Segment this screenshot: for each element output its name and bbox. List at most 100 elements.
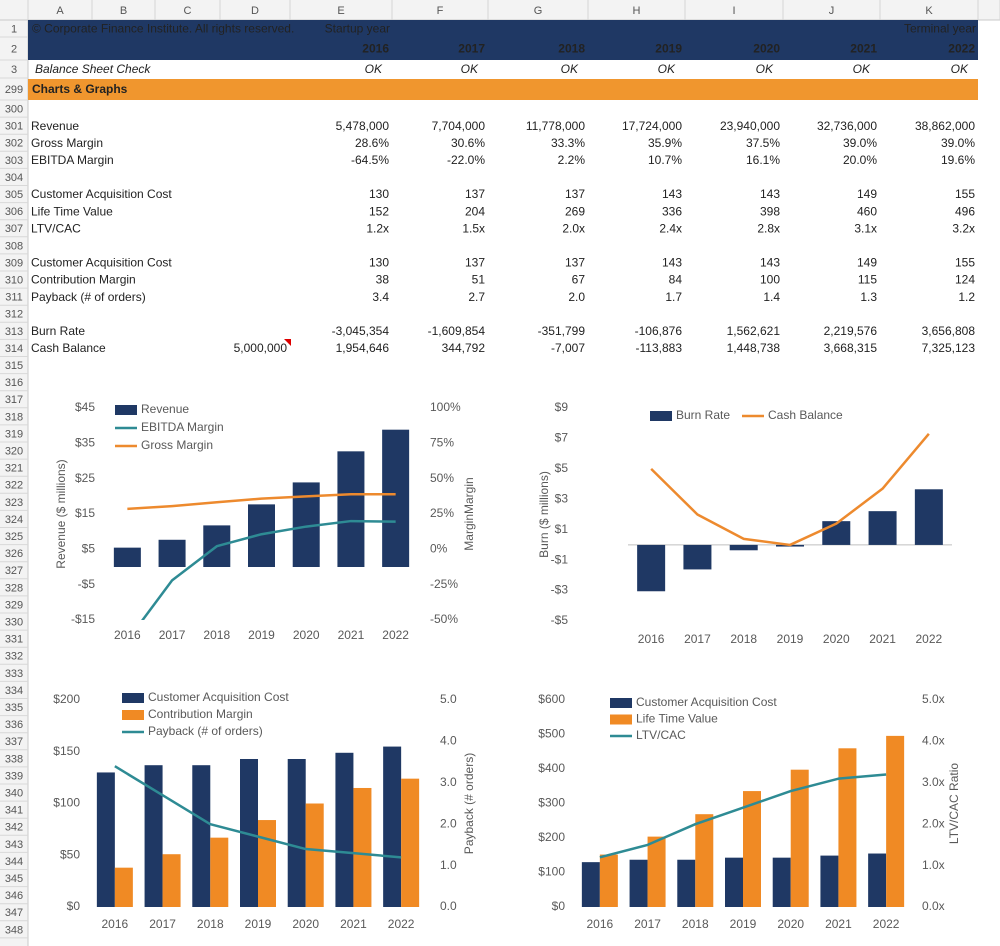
y2-tick-label: 0.0 xyxy=(440,899,457,913)
y-tick-label: $50 xyxy=(60,847,80,861)
x-tick-label: 2022 xyxy=(916,632,943,646)
metric-value: 28.6% xyxy=(355,136,389,150)
bar xyxy=(383,746,402,907)
legend-label: LTV/CAC xyxy=(636,728,686,742)
metric-value: 155 xyxy=(955,256,975,270)
bar xyxy=(599,854,618,907)
row-number: 343 xyxy=(5,839,23,851)
section-band xyxy=(28,79,978,100)
row-number: 310 xyxy=(5,274,23,286)
row-number: 309 xyxy=(5,257,23,269)
metric-value: 137 xyxy=(465,187,485,201)
metric-value: 10.7% xyxy=(648,153,682,167)
legend-label: Revenue xyxy=(141,402,189,416)
y-tick-label: $25 xyxy=(75,471,95,485)
copyright: © Corporate Finance Institute. All right… xyxy=(32,22,294,36)
line xyxy=(141,519,396,620)
check-label: Balance Sheet Check xyxy=(35,62,151,76)
row-number: 314 xyxy=(5,343,23,355)
y2-axis-title: LTV/CAC Ratio xyxy=(947,763,961,844)
metric-value: -106,876 xyxy=(635,324,683,338)
y2-tick-label: 4.0x xyxy=(922,734,945,748)
column-header: K xyxy=(925,5,933,17)
metric-label: Gross Margin xyxy=(31,136,103,150)
bar xyxy=(96,772,115,907)
metric-value: 2,219,576 xyxy=(824,324,878,338)
metric-value: 1.2 xyxy=(958,290,975,304)
y-tick-label: -$5 xyxy=(78,577,96,591)
bar xyxy=(683,544,712,570)
title-band xyxy=(28,20,978,60)
metric-value: 2.8x xyxy=(757,221,780,235)
bar xyxy=(729,544,758,551)
bar xyxy=(192,765,211,907)
legend-swatch xyxy=(115,405,137,415)
bar xyxy=(158,539,186,567)
row-number: 325 xyxy=(5,531,23,543)
metric-value: 1,448,738 xyxy=(727,341,781,355)
y-tick-label: $1 xyxy=(555,522,569,536)
metric-label: Customer Acquisition Cost xyxy=(31,187,172,201)
row-number: 329 xyxy=(5,599,23,611)
row-header-bar xyxy=(0,0,28,946)
metric-value: 51 xyxy=(472,273,486,287)
legend-swatch xyxy=(650,411,672,421)
x-tick-label: 2021 xyxy=(869,632,896,646)
metric-value: 33.3% xyxy=(551,136,585,150)
y-tick-label: $300 xyxy=(538,796,565,810)
metric-value: 3.2x xyxy=(952,221,975,235)
metric-value: 496 xyxy=(955,204,975,218)
x-tick-label: 2022 xyxy=(382,628,409,642)
x-tick-label: 2019 xyxy=(777,632,804,646)
x-tick-label: 2016 xyxy=(102,917,129,931)
metric-label: Customer Acquisition Cost xyxy=(31,256,172,270)
metric-label: Burn Rate xyxy=(31,324,85,338)
metric-value: 67 xyxy=(572,273,586,287)
metric-value: 39.0% xyxy=(843,136,877,150)
row-number: 299 xyxy=(5,84,23,96)
metric-value: 204 xyxy=(465,204,485,218)
y2-tick-label: -50% xyxy=(430,612,458,626)
y2-tick-label: 5.0 xyxy=(440,692,457,706)
metric-value: 155 xyxy=(955,187,975,201)
y-tick-label: $5 xyxy=(82,542,96,556)
metric-value: 38 xyxy=(376,273,390,287)
metric-value: 143 xyxy=(760,256,780,270)
x-tick-label: 2017 xyxy=(634,917,661,931)
bar xyxy=(637,544,666,592)
x-tick-label: 2018 xyxy=(197,917,224,931)
row-number: 313 xyxy=(5,326,23,338)
row-number: 316 xyxy=(5,377,23,389)
year-header: 2019 xyxy=(655,42,682,56)
y2-tick-label: 25% xyxy=(430,506,454,520)
bar xyxy=(743,791,761,907)
metric-value: 1.2x xyxy=(366,221,389,235)
metric-value: 11,778,000 xyxy=(526,119,585,133)
column-header: C xyxy=(184,5,192,17)
year-header: 2021 xyxy=(850,42,877,56)
year-header: 2018 xyxy=(558,42,585,56)
metric-value: 32,736,000 xyxy=(817,119,877,133)
year-header: 2017 xyxy=(458,42,485,56)
x-tick-label: 2018 xyxy=(682,917,709,931)
y2-tick-label: 3.0x xyxy=(922,775,945,789)
y2-tick-label: 3.0 xyxy=(440,775,457,789)
metric-value: 137 xyxy=(465,256,485,270)
metric-value: 124 xyxy=(955,273,975,287)
bar xyxy=(868,511,897,545)
y2-tick-label: 5.0x xyxy=(922,692,945,706)
column-header: E xyxy=(337,5,344,17)
legend-label: Customer Acquisition Cost xyxy=(636,695,777,709)
row-number: 308 xyxy=(5,240,23,252)
row-number: 333 xyxy=(5,668,23,680)
column-header: A xyxy=(56,5,64,17)
column-header: F xyxy=(437,5,444,17)
row-number: 330 xyxy=(5,616,23,628)
row-number: 318 xyxy=(5,411,23,423)
y2-axis-title: Payback (# orders) xyxy=(462,753,476,854)
row-number: 311 xyxy=(5,292,23,304)
y2-tick-label: 2.0 xyxy=(440,816,457,830)
x-tick-label: 2020 xyxy=(823,632,850,646)
legend-label: Life Time Value xyxy=(636,712,718,726)
